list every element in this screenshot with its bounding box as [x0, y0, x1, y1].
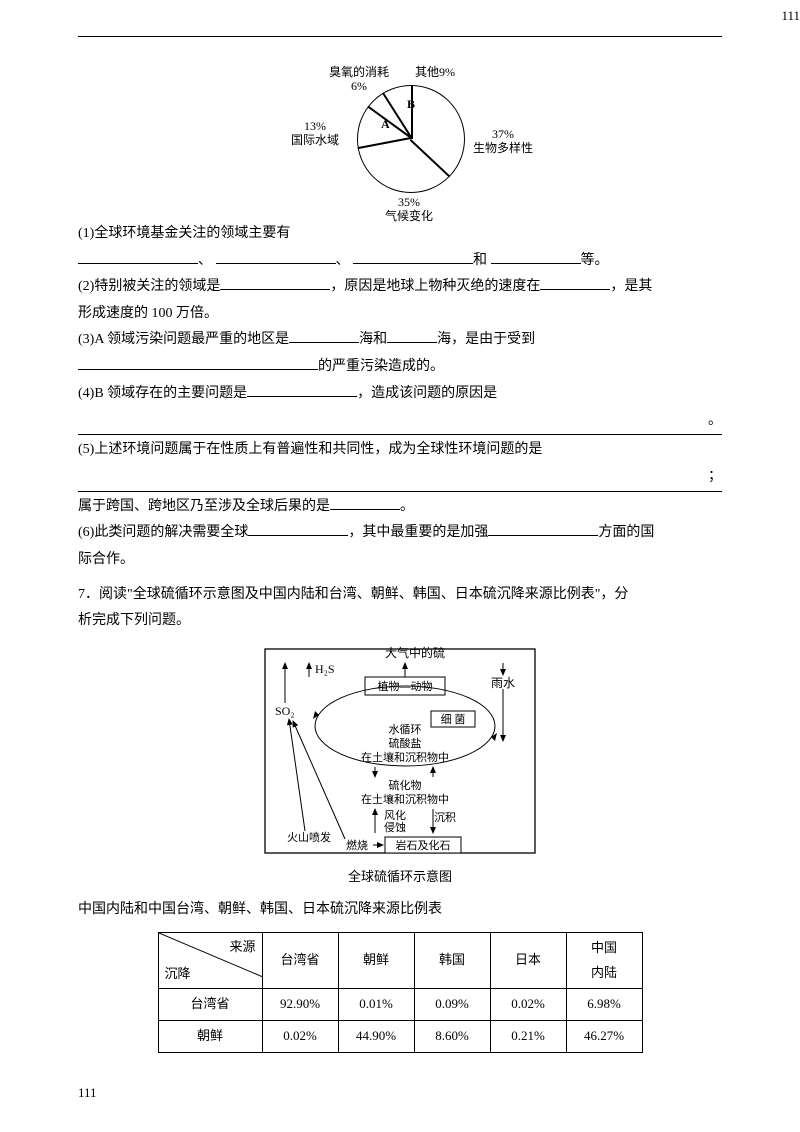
svg-text:火山喷发: 火山喷发 — [287, 830, 331, 844]
svg-text:SO₂: SO₂ — [275, 704, 295, 718]
svg-text:岩石及化石: 岩石及化石 — [396, 838, 451, 852]
svg-text:硫酸盐: 硫酸盐 — [389, 736, 422, 750]
q3-line1: (3)A 领域污染问题最严重的地区是海和海，是由于受到 — [78, 327, 722, 354]
table-col-header: 日本 — [490, 933, 566, 989]
svg-text:硫化物: 硫化物 — [389, 778, 422, 792]
table-cell: 0.21% — [490, 1021, 566, 1053]
svg-text:风化: 风化 — [384, 808, 406, 822]
table-col-header: 韩国 — [414, 933, 490, 989]
svg-text:在土壤和沉积物中: 在土壤和沉积物中 — [361, 792, 449, 806]
table-col-header: 中国内陆 — [566, 933, 642, 989]
table-row-label: 台湾省 — [158, 989, 262, 1021]
table-title: 中国内陆和中国台湾、朝鲜、韩国、日本硫沉降来源比例表 — [78, 897, 722, 924]
q2-line1: (2)特别被关注的领域是，原因是地球上物种灭绝的速度在，是其 — [78, 274, 722, 301]
pie-slice-label: 其他9% — [415, 65, 455, 79]
q2-line2: 形成速度的 100 万倍。 — [78, 301, 722, 328]
svg-text:侵蚀: 侵蚀 — [384, 820, 406, 834]
table-cell: 44.90% — [338, 1021, 414, 1053]
pie-letter: A — [381, 117, 390, 131]
table-cell: 0.02% — [262, 1021, 338, 1053]
svg-text:H₂S: H₂S — [315, 662, 335, 676]
table-diag-source: 来源 — [229, 935, 255, 960]
q7-line1: 7．阅读"全球硫循环示意图及中国内陆和台湾、朝鲜、韩国、日本硫沉降来源比例表"，… — [78, 582, 722, 609]
page-number-bottom: 111 — [78, 1081, 97, 1106]
pie-letter: B — [407, 97, 415, 111]
table-diag-deposit: 沉降 — [165, 962, 191, 987]
q3-line2: 的严重污染造成的。 — [78, 354, 722, 381]
q4-line2: 。 — [78, 413, 722, 435]
svg-text:水循环: 水循环 — [389, 723, 422, 736]
q5-line3: 属于跨国、跨地区乃至涉及全球后果的是。 — [78, 494, 722, 521]
pie-slice-label: 臭氧的消耗6% — [329, 65, 389, 94]
sulfur-table: 来源沉降台湾省朝鲜韩国日本中国内陆台湾省92.90%0.01%0.09%0.02… — [158, 932, 643, 1053]
q4-line1: (4)B 领域存在的主要问题是，造成该问题的原因是 — [78, 381, 722, 408]
table-cell: 0.09% — [414, 989, 490, 1021]
pie-slice-label: 37%生物多样性 — [473, 127, 533, 156]
table-cell: 6.98% — [566, 989, 642, 1021]
pie-slice-label: 35%气候变化 — [385, 195, 433, 224]
table-cell: 0.01% — [338, 989, 414, 1021]
table-row-label: 朝鲜 — [158, 1021, 262, 1053]
diagram-caption: 全球硫循环示意图 — [78, 865, 722, 890]
q5-line1: (5)上述环境问题属于在性质上有普遍性和共同性，成为全球性环境问题的是 — [78, 437, 722, 464]
svg-text:燃烧: 燃烧 — [346, 838, 368, 852]
table-col-header: 朝鲜 — [338, 933, 414, 989]
table-cell: 46.27% — [566, 1021, 642, 1053]
page-number-top: 111 — [781, 4, 800, 29]
svg-text:沉积: 沉积 — [434, 811, 456, 824]
table-cell: 92.90% — [262, 989, 338, 1021]
svg-text:在土壤和沉积物中: 在土壤和沉积物中 — [361, 750, 449, 764]
q1-blanks: 、 、 和 等。 — [78, 248, 722, 275]
svg-text:大气中的硫: 大气中的硫 — [385, 645, 445, 660]
sulfur-cycle-diagram: 大气中的硫 H₂S SO₂ 植物—动物 雨水 细 菌 水循环 硫酸盐 — [78, 641, 722, 861]
table-col-header: 台湾省 — [262, 933, 338, 989]
q5-line2: ； — [78, 470, 722, 492]
pie-slice-label: 13%国际水域 — [291, 119, 339, 148]
svg-text:细 菌: 细 菌 — [441, 713, 466, 726]
svg-text:雨水: 雨水 — [491, 676, 515, 690]
pie-chart: 37%生物多样性35%气候变化13%国际水域臭氧的消耗6%其他9% AB — [78, 71, 722, 211]
q6-line2: 际合作。 — [78, 547, 722, 574]
q6-line1: (6)此类问题的解决需要全球，其中最重要的是加强方面的国 — [78, 520, 722, 547]
table-cell: 0.02% — [490, 989, 566, 1021]
q1-line1: (1)全球环境基金关注的领域主要有 — [78, 221, 722, 248]
table-cell: 8.60% — [414, 1021, 490, 1053]
q7-line2: 析完成下列问题。 — [78, 608, 722, 635]
